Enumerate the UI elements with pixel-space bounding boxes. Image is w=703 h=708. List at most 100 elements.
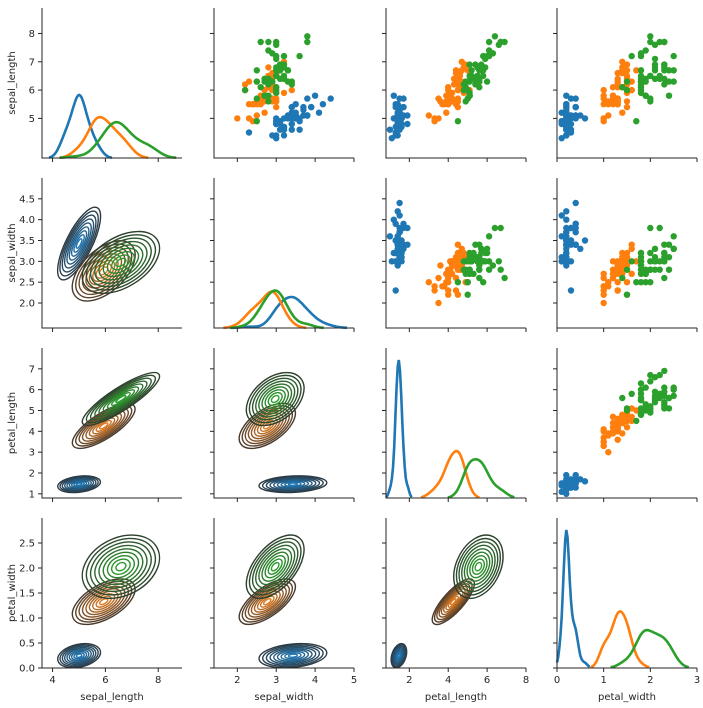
scatter-point-series-2	[304, 33, 311, 40]
scatter-point-series-2	[485, 38, 493, 46]
kde-contour-series-0	[280, 480, 306, 488]
scatter-point-series-0	[572, 241, 579, 248]
kde-contour-series-2	[94, 240, 148, 284]
scatter-point-series-2	[491, 224, 499, 232]
scatter-point-series-2	[476, 254, 483, 261]
scatter-point-series-2	[647, 33, 654, 40]
scatter-point-series-2	[670, 245, 677, 252]
scatter-point-series-2	[647, 266, 654, 273]
scatter-point-series-2	[619, 274, 626, 282]
kde-contour-series-2	[106, 250, 136, 274]
scatter-point-series-2	[284, 67, 292, 74]
kde-contour-series-0	[63, 218, 95, 269]
scatter-point-series-0	[563, 92, 570, 99]
x-tick-label: 0	[554, 675, 560, 686]
scatter-point-series-2	[661, 258, 668, 265]
scatter-point-series-1	[445, 274, 452, 282]
scatter-point-series-2	[661, 241, 668, 248]
kde-contour-series-0	[73, 234, 85, 253]
scatter-point-series-2	[273, 67, 280, 74]
scatter-point-series-1	[600, 274, 607, 282]
scatter-point-series-2	[642, 92, 649, 99]
scatter-point-series-1	[439, 101, 446, 108]
scatter-point-series-0	[394, 120, 401, 128]
scatter-point-series-0	[563, 106, 570, 114]
scatter-point-series-1	[619, 58, 626, 65]
kde-contour-series-0	[396, 652, 402, 660]
kde-contour-series-1	[244, 583, 290, 621]
scatter-point-series-2	[637, 411, 645, 418]
scatter-point-series-2	[633, 279, 640, 286]
scatter-point-series-2	[642, 47, 649, 54]
scatter-point-series-2	[472, 81, 479, 88]
scatter-point-series-0	[558, 135, 565, 142]
scatter-point-series-1	[623, 254, 631, 261]
scatter-point-series-1	[458, 67, 465, 74]
scatter-point-series-2	[460, 86, 467, 94]
scatter-point-series-1	[619, 266, 626, 273]
kde-contour-series-2	[248, 374, 302, 424]
scatter-point-series-0	[398, 237, 405, 244]
scatter-point-series-2	[265, 47, 272, 54]
scatter-point-series-0	[304, 95, 311, 102]
scatter-point-series-1	[623, 67, 631, 74]
scatter-point-series-0	[563, 115, 570, 122]
scatter-point-series-2	[656, 371, 663, 379]
kde-contour-series-2	[94, 544, 148, 589]
scatter-point-series-1	[633, 258, 640, 265]
kde-contour-series-1	[259, 595, 275, 608]
kde-contour-series-0	[276, 479, 310, 489]
panel-sepal_width-vs-sepal_length: 2.0 2.5 3.0 3.5 4.0 4.5	[19, 178, 182, 332]
scatter-point-series-2	[623, 266, 631, 273]
kde-contour-series-2	[458, 541, 499, 593]
y-tick-label: 3.5	[19, 236, 35, 247]
scatter-point-series-2	[651, 67, 659, 74]
kde-contour-series-2	[261, 551, 290, 582]
scatter-point-series-2	[296, 52, 303, 60]
kde-contour-series-0	[63, 477, 95, 491]
scatter-point-series-1	[600, 86, 607, 94]
scatter-point-series-1	[443, 109, 450, 116]
scatter-point-series-1	[614, 436, 621, 443]
scatter-point-series-1	[454, 241, 462, 248]
kde-contour-series-0	[262, 644, 324, 668]
kde-contour-series-1	[98, 422, 109, 430]
panel-sepal_width-vs-petal_width	[553, 178, 698, 332]
scatter-point-series-1	[452, 69, 460, 77]
x-tick-label: 8	[155, 675, 161, 686]
scatter-point-series-1	[437, 262, 444, 269]
scatter-point-series-2	[491, 33, 499, 40]
scatter-point-series-2	[261, 92, 268, 99]
scatter-point-series-2	[647, 258, 654, 265]
scatter-point-series-2	[637, 279, 645, 286]
kde-contour-series-2	[110, 391, 131, 407]
y-tick-label: 1.5	[19, 589, 35, 600]
scatter-point-series-0	[567, 129, 575, 136]
scatter-point-series-0	[273, 132, 280, 139]
scatter-point-series-0	[563, 258, 570, 265]
scatter-point-series-1	[628, 86, 635, 94]
x-tick-label: 4	[312, 675, 318, 686]
kde-contour-series-2	[102, 247, 140, 278]
y-tick-label: 2.0	[19, 564, 35, 575]
kde-contour-series-1	[262, 598, 272, 606]
scatter-point-series-2	[637, 89, 645, 97]
kde-contour-series-0	[68, 226, 90, 261]
y-axis-label-petal_width: petal_width	[7, 564, 18, 622]
scatter-point-series-0	[292, 115, 299, 122]
y-axis-label-petal_length: petal_length	[7, 392, 18, 454]
panel-sepal_width-vs-petal_length	[382, 178, 527, 332]
kde-contour-series-2	[251, 377, 299, 421]
kde-contour-series-2	[106, 389, 136, 409]
scatter-point-series-1	[628, 241, 635, 248]
scatter-point-series-2	[468, 72, 475, 80]
scatter-point-series-1	[435, 274, 442, 282]
scatter-point-series-1	[600, 426, 607, 433]
scatter-point-series-1	[609, 258, 617, 265]
scatter-point-series-1	[600, 115, 607, 122]
scatter-point-series-1	[288, 86, 295, 94]
scatter-point-series-2	[257, 38, 264, 46]
scatter-point-series-0	[308, 103, 315, 111]
kde-curve-series-0	[232, 295, 348, 330]
kde-contour-series-0	[392, 645, 406, 666]
